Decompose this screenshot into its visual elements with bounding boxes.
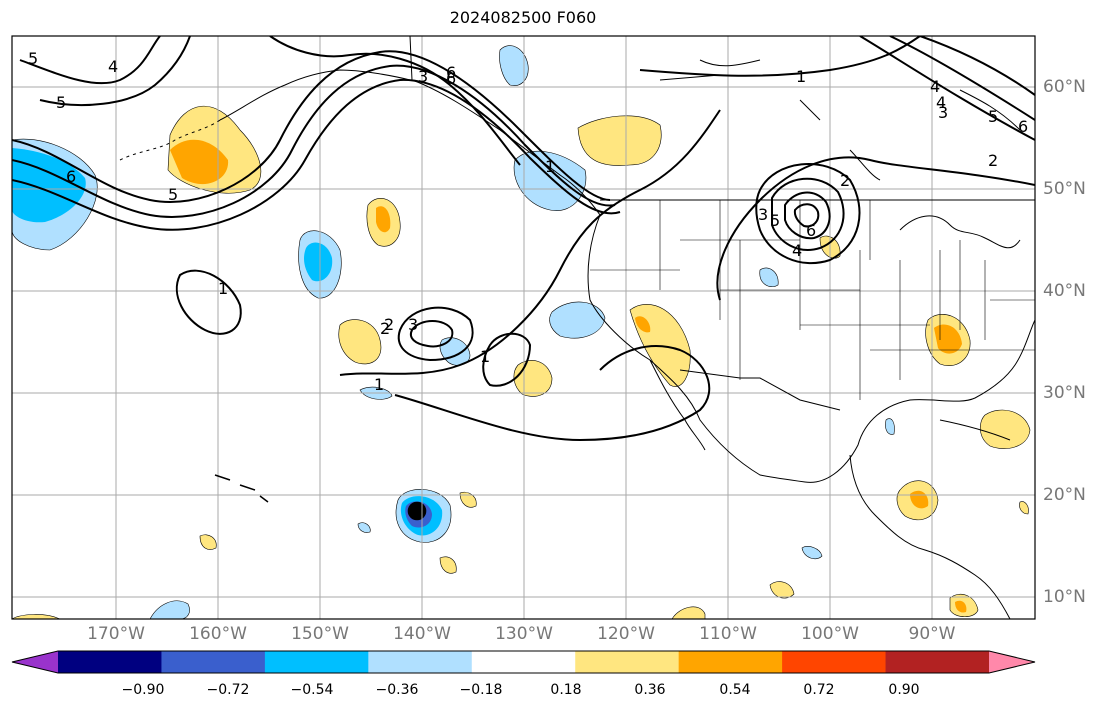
colorbar-tick-label: −0.36 xyxy=(375,682,419,698)
colorbar-tick-label: 0.18 xyxy=(550,682,582,698)
state-lines xyxy=(590,200,1035,400)
contour-label: 1 xyxy=(374,375,384,394)
cyclone-core xyxy=(407,501,427,521)
contour-label: 2 xyxy=(380,319,390,338)
cuba xyxy=(939,419,1011,441)
contour-label: 4 xyxy=(108,57,118,76)
colorbar-extend-high xyxy=(989,651,1035,673)
lon-label: 140°W xyxy=(393,624,451,644)
positive-region-145w xyxy=(338,319,382,365)
colorbar-tick-label: 0.90 xyxy=(888,682,920,698)
contour-label: 6 xyxy=(806,221,816,240)
contour-label: 3 xyxy=(938,103,948,122)
contour-label: 4 xyxy=(936,93,946,112)
contour-label: 5 xyxy=(988,107,998,126)
map-title: 2024082500 F060 xyxy=(449,8,597,27)
canada-interior xyxy=(659,59,1021,181)
lat-label: 30°N xyxy=(1043,383,1086,403)
colorbar-extend-low xyxy=(12,651,58,673)
contour-label: 1 xyxy=(480,347,490,366)
lon-label: 90°W xyxy=(908,624,956,644)
contour-label: 4 xyxy=(792,241,802,260)
colorbar-tick-label: 0.72 xyxy=(803,682,835,698)
contour-label: 5 xyxy=(770,211,780,230)
colorbar-tick-label: 0.36 xyxy=(634,682,666,698)
positive-region-canada xyxy=(577,115,662,166)
graticule xyxy=(12,36,1035,619)
colorbar-segment xyxy=(264,651,369,673)
contour-labels: 5 4 5 6 5 6 3 6 4 2 1 1 5 3 6 4 2 5 4 3 … xyxy=(28,49,1028,394)
contour-1-pacific xyxy=(339,109,721,376)
hawaii xyxy=(214,474,269,503)
lon-label: 120°W xyxy=(597,624,655,644)
map-area: 5 4 5 6 5 6 3 6 4 2 1 1 5 3 6 4 2 5 4 3 … xyxy=(12,36,1035,619)
colorbar-segment xyxy=(678,651,783,673)
lat-label: 40°N xyxy=(1043,281,1086,301)
contour-label: 5 xyxy=(56,93,66,112)
contour-low-rockies xyxy=(755,163,861,265)
colorbar-segment xyxy=(161,651,266,673)
contour-label: 6 xyxy=(446,69,456,88)
great-lakes xyxy=(899,215,1021,249)
contour-label: 6 xyxy=(66,167,76,186)
contour-label: 2 xyxy=(988,151,998,170)
lon-label: 170°W xyxy=(87,624,145,644)
contour-label: 4 xyxy=(930,77,940,96)
alaska-coast xyxy=(219,69,411,121)
contour-aleutian-low xyxy=(12,50,611,203)
lat-label: 50°N xyxy=(1043,179,1086,199)
contour-label: 5 xyxy=(168,185,178,204)
lat-label: 60°N xyxy=(1043,77,1086,97)
colorbar-segment xyxy=(368,651,473,673)
contour-label: 3 xyxy=(408,315,418,334)
colorbar xyxy=(11,650,1036,674)
colorbar-segment xyxy=(885,651,990,673)
contour-label: 1 xyxy=(545,157,555,176)
positive-region-florida xyxy=(980,409,1031,449)
lon-label: 130°W xyxy=(495,624,553,644)
contour-label: 3 xyxy=(758,205,768,224)
map-frame xyxy=(11,35,1036,620)
negative-region-us-west xyxy=(549,301,606,339)
colorbar-tick-label: −0.18 xyxy=(459,682,503,698)
colorbar-segment xyxy=(58,651,162,673)
contour-ring-155w xyxy=(175,269,242,335)
north-america-coast xyxy=(409,36,1035,483)
contour-label: 3 xyxy=(418,67,428,86)
lon-label: 150°W xyxy=(291,624,349,644)
lat-label: 10°N xyxy=(1043,587,1086,607)
colorbar-outline xyxy=(11,650,1036,674)
lat-label: 20°N xyxy=(1043,485,1086,505)
contour-label: 2 xyxy=(840,171,850,190)
colorbar-tick-label: −0.90 xyxy=(121,682,165,698)
coastlines xyxy=(119,36,1035,619)
contour-label: 1 xyxy=(218,279,228,298)
us-mexico-border xyxy=(679,369,841,411)
contour-label: 6 xyxy=(446,63,456,82)
colorbar-segment xyxy=(471,651,576,673)
contour-label: 6 xyxy=(1018,117,1028,136)
colorbar-tick-label: 0.54 xyxy=(719,682,751,698)
contour-lines xyxy=(12,36,1035,442)
colorbar-tick-label: −0.72 xyxy=(206,682,250,698)
contour-ring-140w xyxy=(397,306,474,362)
aleutians xyxy=(119,119,221,161)
contour-label: 2 xyxy=(384,315,394,334)
lon-label: 110°W xyxy=(699,624,757,644)
contour-ring-130w xyxy=(482,332,532,387)
lon-label: 100°W xyxy=(801,624,859,644)
negative-region-100w xyxy=(759,267,779,288)
lon-label: 160°W xyxy=(189,624,247,644)
contour-label: 5 xyxy=(28,49,38,68)
baja-coast xyxy=(649,359,706,451)
contour-label: 1 xyxy=(796,67,806,86)
colorbar-segment xyxy=(575,651,680,673)
colorbar-segment xyxy=(782,651,887,673)
colorbar-tick-label: −0.54 xyxy=(290,682,334,698)
negative-region-bc xyxy=(513,150,587,211)
